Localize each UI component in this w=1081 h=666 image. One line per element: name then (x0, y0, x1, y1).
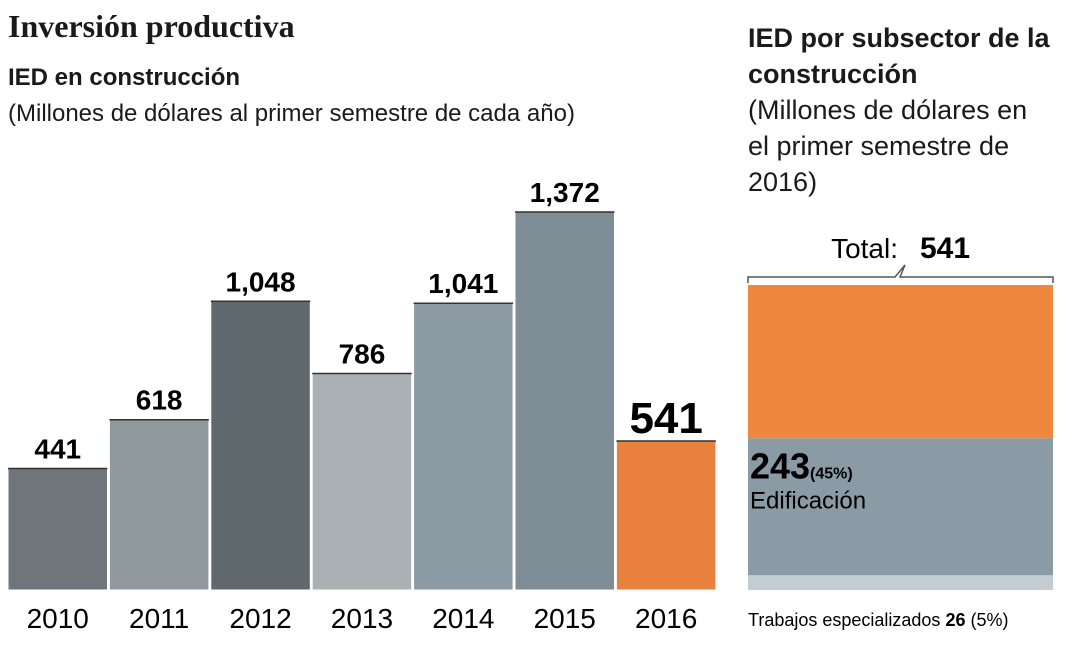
chart-title: IED por subsector de la construcción (748, 23, 1050, 89)
segment-caption-part: (5%) (971, 610, 1009, 630)
value-label: 786 (339, 338, 386, 369)
value-label: 441 (34, 434, 81, 465)
bar (108, 419, 210, 591)
segment (748, 575, 1053, 590)
segment-value: 243 (750, 445, 810, 486)
segment-caption-part: 26 (945, 610, 965, 630)
x-tick-label: 2012 (229, 603, 291, 634)
value-label: 1,048 (226, 266, 296, 297)
x-tick-label: 2011 (129, 603, 189, 634)
bar (311, 372, 413, 591)
value-label: 618 (136, 385, 183, 416)
page-title: Inversión productiva (8, 8, 295, 44)
total-bracket (747, 264, 1054, 283)
value-label: 541 (629, 394, 702, 443)
chart-subtitle: (Millones de dólares en el primer semest… (748, 95, 1028, 197)
value-label: 1,041 (428, 268, 498, 299)
segment-name: Edificación (750, 487, 866, 514)
x-tick-label: 2016 (635, 603, 697, 634)
x-tick-label: 2010 (27, 603, 89, 634)
total-label: Total: (831, 233, 898, 264)
chart-title: IED en construcción (8, 64, 241, 91)
segment (748, 285, 1053, 439)
chart-subtitle: (Millones de dólares al primer semestre … (8, 100, 575, 127)
value-label: 1,372 (530, 177, 600, 208)
x-tick-label: 2014 (432, 603, 494, 634)
segment-caption-part: Trabajos especializados (748, 610, 940, 630)
segment-caption: Trabajos especializados 26 (5%) (748, 610, 1009, 630)
segment-share: (45%) (810, 465, 853, 482)
bar (210, 300, 311, 591)
segment (748, 438, 1053, 576)
x-tick-label: 2013 (331, 603, 393, 634)
x-tick-label: 2015 (534, 603, 596, 634)
bar (413, 302, 514, 591)
bar (7, 468, 108, 591)
bar (615, 440, 717, 591)
bar (514, 211, 615, 591)
total-value: 541 (920, 232, 970, 265)
